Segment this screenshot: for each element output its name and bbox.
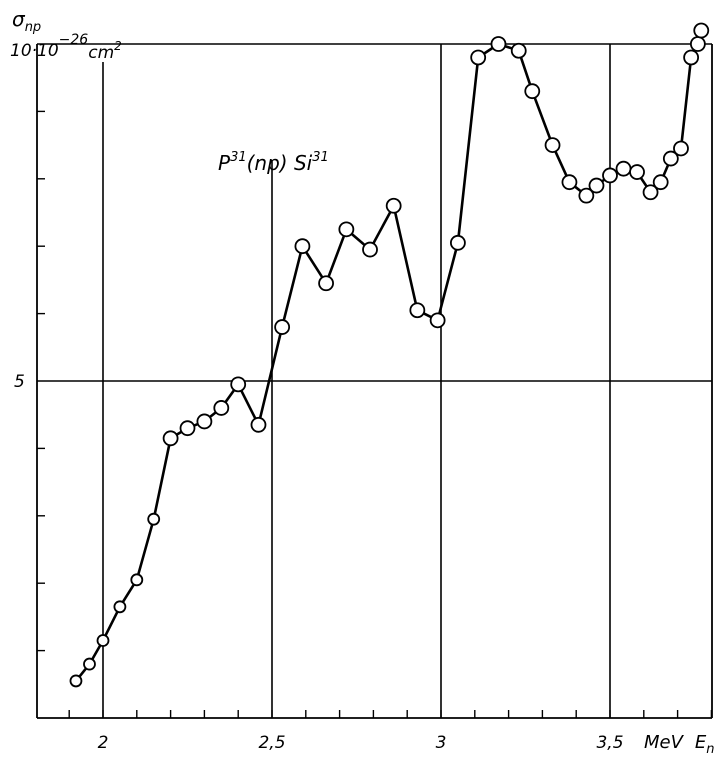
data-point	[662, 150, 679, 167]
data-point	[578, 187, 595, 204]
data-point	[602, 167, 618, 184]
data-point	[362, 241, 378, 258]
x-axis-label: MeV En	[644, 732, 715, 757]
data-point	[130, 573, 144, 587]
series-line	[74, 30, 703, 682]
data-point	[652, 174, 669, 191]
y-axis-symbol: σnp	[12, 7, 41, 35]
data-point	[69, 674, 83, 688]
data-point	[629, 164, 645, 180]
y-tick-label: 5	[14, 372, 25, 392]
data-point	[449, 234, 466, 251]
data-point	[96, 634, 110, 647]
data-point	[470, 49, 487, 66]
data-point	[294, 238, 311, 255]
data-point	[147, 512, 161, 526]
data-point	[385, 197, 402, 214]
reaction-annotation: P31(np) Si31	[218, 150, 329, 175]
data-point	[510, 42, 527, 59]
data-point	[250, 416, 267, 433]
y-tick-labels: 5	[14, 372, 25, 392]
data-point	[693, 22, 710, 39]
data-point	[113, 600, 127, 614]
data-point	[524, 83, 541, 100]
data-point	[196, 413, 213, 430]
x-tick-label: 3,5	[596, 733, 623, 753]
data-point	[409, 302, 426, 319]
data-point	[561, 174, 578, 191]
data-point	[230, 376, 247, 393]
data-point	[689, 36, 706, 52]
data-point	[179, 420, 196, 437]
data-point	[490, 36, 507, 52]
data-point	[683, 49, 700, 66]
data-point	[615, 160, 632, 177]
data-point	[318, 275, 334, 292]
x-tick-label: 3	[436, 733, 447, 753]
data-point	[429, 312, 446, 329]
data-point	[588, 177, 605, 194]
data-point	[338, 221, 355, 238]
data-point	[673, 140, 689, 157]
data-point	[83, 657, 96, 671]
data-point	[162, 430, 179, 447]
grid	[37, 43, 712, 718]
x-tick-label: 2	[98, 733, 109, 753]
x-tick-labels: 2 2,5 3 3,5	[98, 733, 624, 753]
data-point	[213, 400, 230, 416]
data-point	[274, 319, 291, 335]
data-point	[642, 184, 659, 201]
data-points	[69, 22, 710, 688]
series-polyline	[74, 30, 703, 682]
data-point	[544, 137, 561, 154]
y-axis-scale: 10·10−26cm2	[10, 32, 122, 63]
x-tick-label: 2,5	[258, 733, 285, 753]
axes	[36, 44, 713, 719]
